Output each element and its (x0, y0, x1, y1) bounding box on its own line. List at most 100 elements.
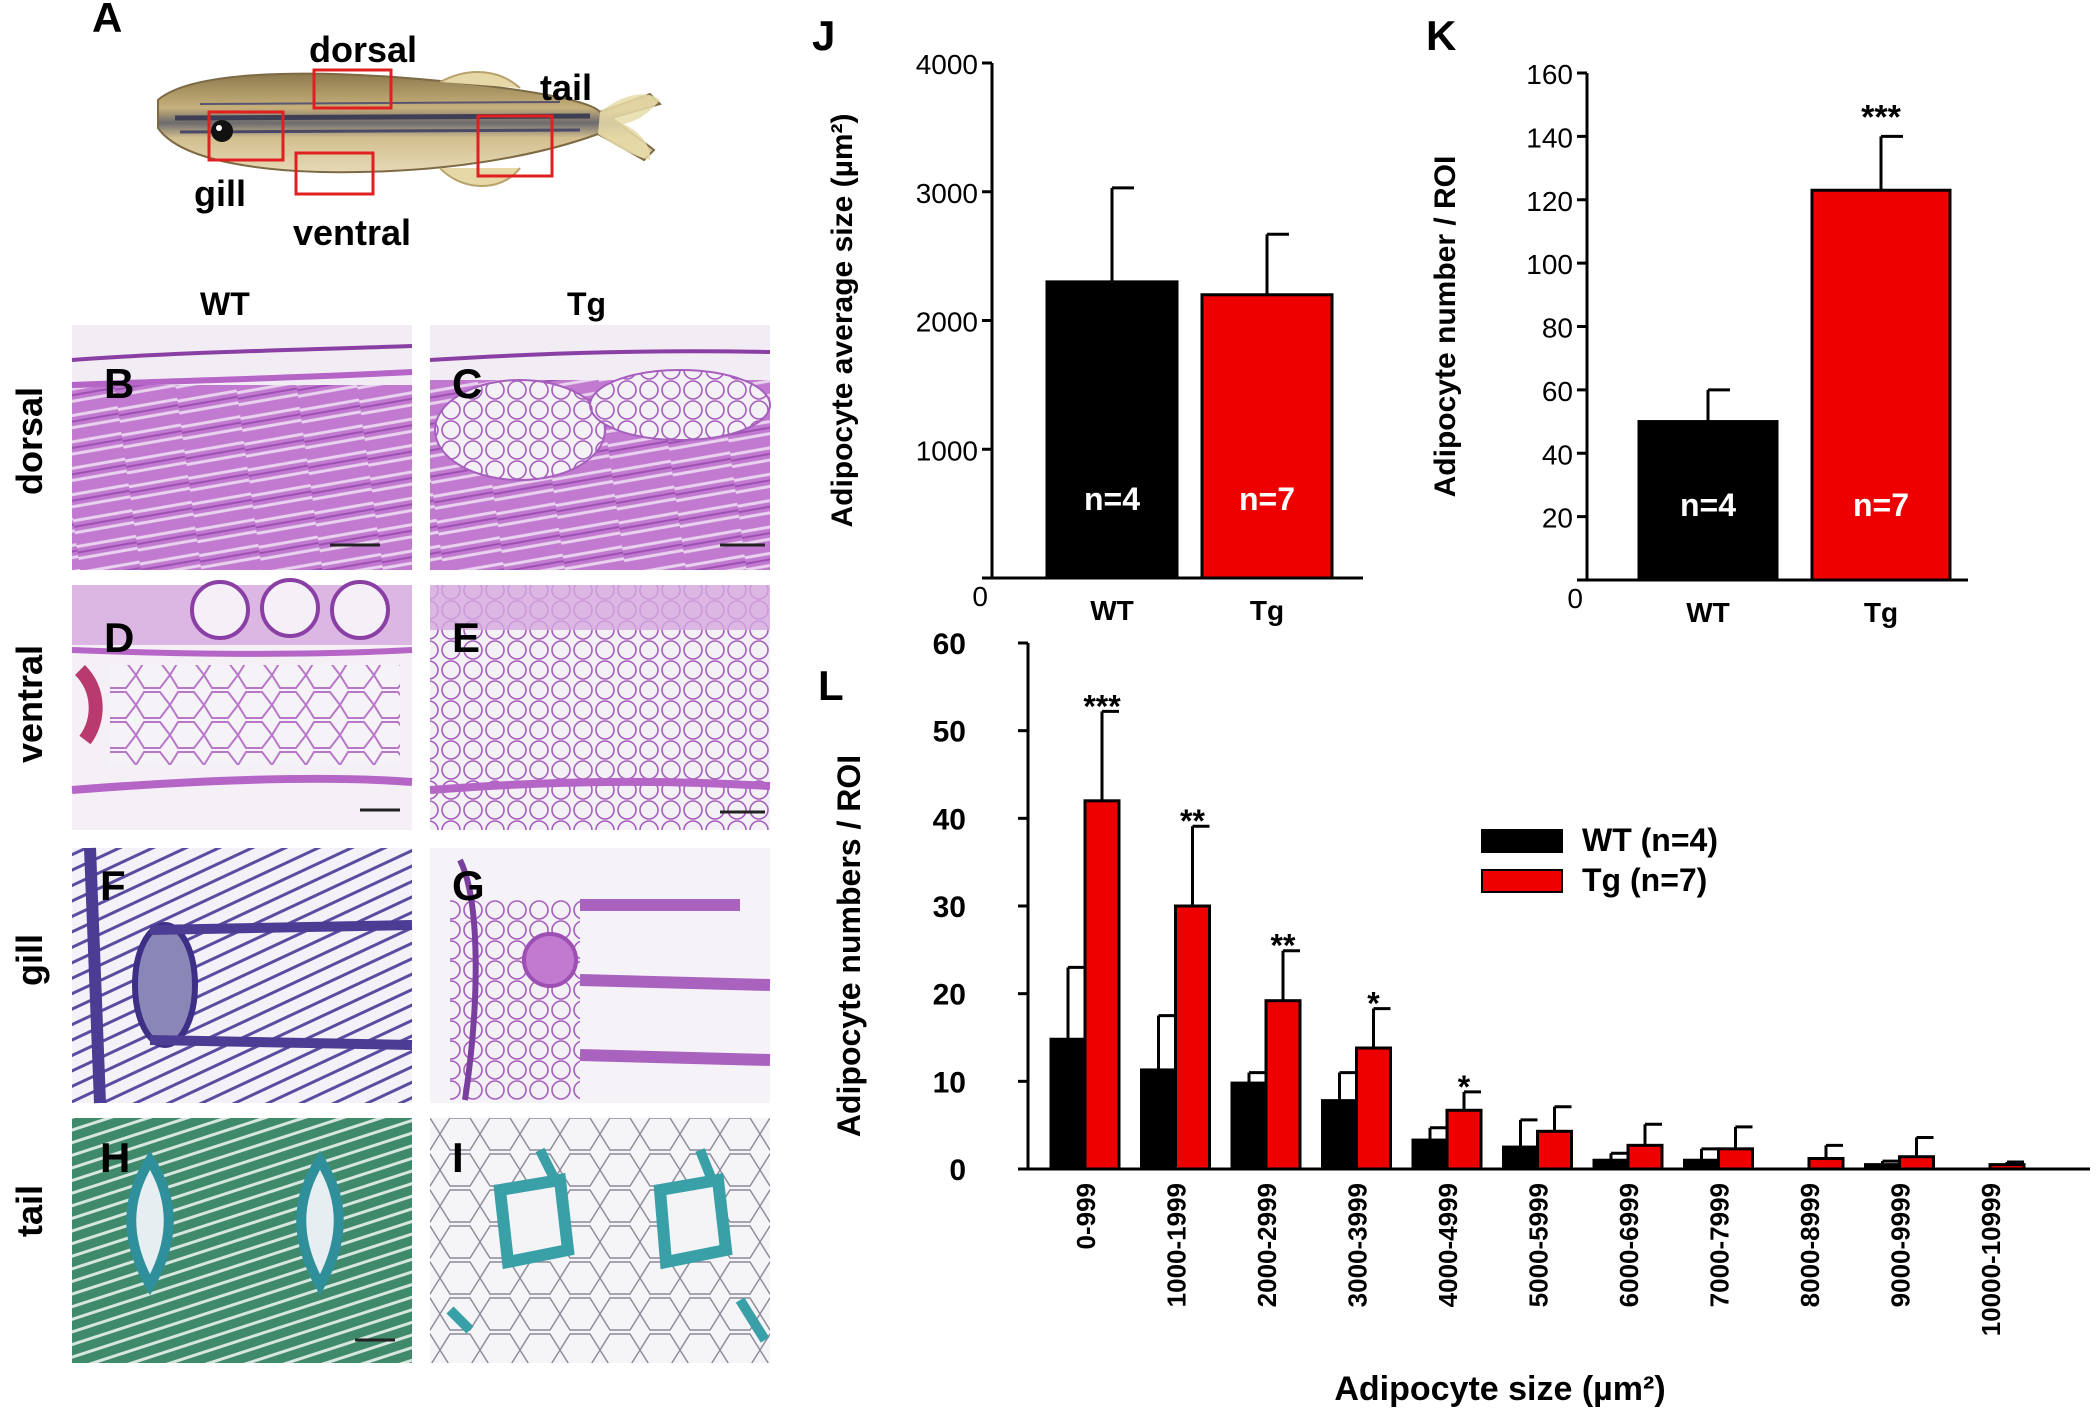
y-tick-label: 100 (1526, 249, 1573, 280)
micrograph-tg-dorsal: C (429, 325, 771, 570)
panel-label-b: B (104, 360, 134, 407)
legend: WT (n=4) Tg (n=7) (1481, 822, 1718, 898)
row-label-ventral: ventral (9, 645, 50, 763)
fish-eye (211, 120, 233, 142)
bar-wt-7000-7999 (1683, 1158, 1720, 1171)
roi-box-ventral (294, 151, 375, 196)
significance-marker: * (1458, 1069, 1471, 1105)
bar-wt-0-999 (1049, 1037, 1087, 1171)
y-tick-label: 0 (949, 1154, 966, 1187)
y-axis-title: Adipocyte average size (µm²) (826, 113, 859, 527)
bar-n-label: n=4 (1084, 481, 1140, 517)
y-tick-label: 60 (1542, 376, 1573, 407)
bar-wt-2000-2999 (1230, 1081, 1268, 1171)
bar-wt-3000-3999 (1321, 1099, 1358, 1171)
bar-tg-7000-7999 (1717, 1147, 1754, 1171)
micrograph-wt-tail: H (72, 1118, 412, 1363)
y-tick-label: 30 (933, 891, 966, 924)
x-tick-label: 5000-5999 (1524, 1183, 1554, 1307)
bar-tg-5000-5999 (1536, 1129, 1573, 1171)
bar-tg-0-999 (1083, 799, 1121, 1171)
bar-tg (1810, 188, 1952, 582)
bar-tg-1000-1999 (1174, 904, 1211, 1171)
x-tick-label: 2000-2999 (1252, 1183, 1282, 1307)
y-tick-label: 4000 (916, 49, 978, 80)
significance-marker: *** (1083, 688, 1121, 724)
y-tick-label: 0 (1567, 583, 1583, 614)
bar-wt-5000-5999 (1502, 1145, 1539, 1171)
y-tick-label: 120 (1526, 186, 1573, 217)
panel-label-g: G (452, 862, 485, 909)
panel-label-f: F (100, 862, 126, 909)
fish-label-ventral: ventral (293, 212, 411, 253)
panel-label-j: J (812, 12, 835, 59)
chart-k: 0 20 40 60 80 100 120 140 160 Adipocyte number / … (1429, 59, 1968, 628)
legend-swatch (1481, 829, 1563, 853)
bar-wt-1000-1999 (1140, 1068, 1177, 1171)
legend-label: Tg (n=7) (1582, 862, 1707, 898)
bar-wt-6000-6999 (1592, 1158, 1630, 1171)
significance-marker: *** (1861, 98, 1901, 136)
panel-label-d: D (104, 614, 134, 661)
y-tick-label: 20 (1542, 503, 1573, 534)
x-tick-label: 1000-1999 (1162, 1183, 1192, 1307)
micrograph-wt-dorsal: B (71, 325, 413, 570)
panel-a: A dorsal tail gill ventral (92, 0, 662, 253)
bar-tg-9000-9999 (1898, 1155, 1935, 1171)
bar-tg-4000-4999 (1445, 1108, 1483, 1171)
panel-label-k: K (1426, 12, 1456, 59)
x-tick-label: 8000-8999 (1795, 1183, 1825, 1307)
y-tick-label: 160 (1526, 59, 1573, 90)
x-tick-label: WT (1090, 595, 1134, 626)
panel-label-l: L (818, 662, 844, 709)
column-header-wt: WT (200, 286, 250, 322)
x-tick-label: 10000-10999 (1976, 1183, 2006, 1336)
x-tick-label: 6000-6999 (1614, 1183, 1644, 1307)
bar-n-label: n=4 (1680, 487, 1736, 523)
bar-wt (1637, 420, 1779, 582)
x-tick-label: 4000-4999 (1433, 1183, 1463, 1307)
bar-tg-2000-2999 (1264, 999, 1302, 1171)
y-tick-label: 1000 (916, 435, 978, 466)
roi-box-tail (476, 114, 554, 178)
chart-j: 0 1000 2000 3000 4000 Adipocyte average size … (826, 49, 1363, 626)
x-tick-label: 7000-7999 (1705, 1183, 1735, 1307)
bar-wt (1045, 280, 1179, 580)
y-tick-label: 2000 (916, 307, 978, 338)
y-tick-label: 40 (1542, 439, 1573, 470)
panel-label-c: C (452, 360, 482, 407)
row-label-dorsal: dorsal (9, 387, 50, 495)
panel-label-h: H (100, 1134, 130, 1181)
y-tick-label: 20 (933, 979, 966, 1012)
legend-swatch (1481, 869, 1563, 893)
bar-wt-9000-9999 (1864, 1163, 1901, 1171)
micrograph-tg-tail: I (430, 1118, 770, 1363)
x-tick-label: 3000-3999 (1343, 1183, 1373, 1307)
bar-tg-10000-10999 (1988, 1163, 2026, 1171)
fish-label-dorsal: dorsal (309, 29, 417, 70)
x-tick-label: Tg (1250, 595, 1284, 626)
x-tick-label: WT (1686, 597, 1730, 628)
y-tick-label: 10 (933, 1066, 966, 1099)
y-tick-label: 80 (1542, 313, 1573, 344)
roi-box-dorsal (312, 68, 393, 110)
micrograph-tg-ventral: E (429, 585, 771, 830)
y-tick-label: 50 (933, 716, 966, 749)
y-tick-label: 3000 (916, 178, 978, 209)
fish-label-tail: tail (540, 67, 592, 108)
row-label-tail: tail (9, 1185, 50, 1237)
roi-box-gill (207, 110, 285, 162)
y-tick-label: 0 (972, 581, 988, 612)
bar-tg-8000-8999 (1807, 1156, 1845, 1171)
micrograph-wt-gill: F (72, 847, 413, 1104)
micrograph-wt-ventral: D (71, 578, 413, 830)
bar-n-label: n=7 (1853, 487, 1909, 523)
x-axis-title: Adipocyte size (µm²) (1334, 1370, 1665, 1408)
panel-label-a: A (92, 0, 122, 41)
x-tick-label: 9000-9999 (1886, 1183, 1916, 1307)
x-tick-label: 0-999 (1071, 1183, 1101, 1250)
bar-tg-6000-6999 (1626, 1143, 1664, 1171)
y-tick-label: 60 (933, 628, 966, 661)
x-tick-label: Tg (1864, 597, 1898, 628)
